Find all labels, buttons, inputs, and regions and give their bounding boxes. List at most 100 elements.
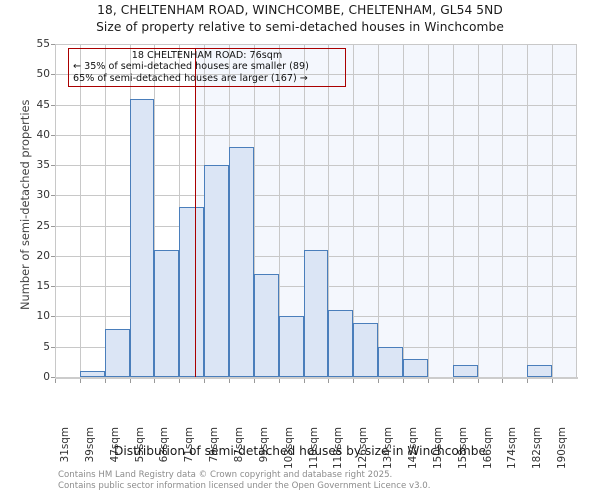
gridline-vertical (55, 44, 56, 377)
y-tick-label: 20 (36, 249, 50, 262)
gridline-horizontal (55, 165, 577, 167)
histogram-bar (303, 249, 329, 377)
gridline-vertical (154, 44, 156, 377)
gridline-vertical (104, 44, 106, 377)
x-tick-mark (502, 379, 504, 383)
gridline-vertical (79, 44, 81, 377)
y-tick-label: 30 (36, 189, 50, 202)
y-tick-mark (51, 255, 55, 257)
x-tick-mark (303, 379, 305, 383)
gridline-vertical (576, 44, 577, 377)
x-tick-mark (477, 379, 479, 383)
gridline-vertical (353, 44, 355, 377)
y-tick-label: 55 (36, 38, 50, 50)
property-annotation-box: 18 CHELTENHAM ROAD: 76sqm ← 35% of semi-… (68, 48, 346, 88)
gridline-vertical (527, 44, 529, 377)
gridline-horizontal (55, 44, 577, 45)
y-tick-mark (51, 316, 55, 318)
histogram-bar (179, 207, 205, 377)
y-tick-label: 0 (43, 371, 50, 383)
gridline-vertical (278, 44, 280, 377)
gridline-horizontal (55, 225, 577, 227)
y-tick-label: 15 (36, 280, 50, 293)
gridline-vertical (502, 44, 504, 377)
gridline-vertical (477, 44, 479, 377)
y-tick-label: 25 (36, 219, 50, 232)
y-tick-mark (51, 377, 55, 378)
gridline-vertical (452, 44, 454, 377)
chart-subtitle: Size of property relative to semi-detach… (96, 20, 504, 34)
histogram-bar (278, 316, 304, 377)
y-tick-label: 40 (36, 128, 50, 141)
y-tick-mark (51, 104, 55, 106)
x-tick-mark (204, 379, 206, 383)
x-tick-mark (427, 379, 429, 383)
y-tick-mark (51, 195, 55, 197)
plot-area (55, 44, 577, 378)
x-tick-mark (154, 379, 156, 383)
histogram-bar (204, 165, 229, 377)
x-tick-mark (104, 379, 106, 383)
annotation-line-3: 65% of semi-detached houses are larger (… (73, 72, 308, 84)
footer-line-1: Contains HM Land Registry data © Crown c… (58, 470, 393, 480)
histogram-bar (229, 146, 254, 377)
x-tick-mark (229, 379, 230, 383)
histogram-bar (353, 322, 379, 377)
x-tick-mark (79, 379, 81, 383)
histogram-bar (328, 310, 354, 377)
gridline-vertical (403, 44, 404, 377)
x-tick-mark (353, 379, 355, 383)
y-tick-mark (51, 286, 55, 288)
y-tick-label: 5 (43, 340, 50, 353)
footer-line-2: Contains public sector information licen… (58, 480, 431, 491)
attribution-footer: Contains HM Land Registry data © Crown c… (58, 470, 430, 491)
histogram-bar (104, 328, 130, 377)
y-tick-label: 50 (36, 68, 50, 81)
y-tick-label: 10 (36, 310, 50, 323)
x-tick-mark (403, 379, 404, 383)
y-tick-label: 35 (36, 159, 50, 172)
chart-title-block: 18, CHELTENHAM ROAD, WINCHCOMBE, CHELTEN… (0, 2, 600, 36)
histogram-bar (378, 346, 403, 377)
y-tick-mark (51, 225, 55, 227)
gridline-vertical (303, 44, 305, 377)
y-tick-mark (51, 165, 55, 167)
histogram-bar (452, 364, 478, 377)
y-tick-mark (51, 44, 55, 45)
gridline-vertical (427, 44, 429, 377)
x-axis-line (55, 377, 578, 379)
x-tick-mark (55, 379, 56, 383)
histogram-bar (129, 98, 155, 377)
page-title: 18, CHELTENHAM ROAD, WINCHCOMBE, CHELTEN… (97, 3, 503, 17)
x-tick-mark (179, 379, 181, 383)
x-tick-mark (452, 379, 454, 383)
annotation-line-2: ← 35% of semi-detached houses are smalle… (73, 61, 309, 73)
property-size-marker-line (194, 48, 197, 377)
histogram-bar (403, 358, 428, 377)
x-axis-title: Distribution of semi-detached houses by … (114, 444, 486, 458)
gridline-vertical (253, 44, 255, 377)
x-tick-mark (552, 379, 554, 383)
gridline-horizontal (55, 104, 577, 106)
y-tick-mark (51, 74, 55, 76)
gridline-vertical (378, 44, 380, 377)
annotation-line-1: 18 CHELTENHAM ROAD: 76sqm (131, 50, 283, 61)
x-tick-mark (527, 379, 529, 383)
gridline-horizontal (55, 195, 577, 197)
x-tick-mark (328, 379, 330, 383)
histogram-bar (253, 274, 279, 377)
x-tick-mark (129, 379, 131, 383)
y-tick-mark (51, 346, 55, 348)
x-tick-mark (378, 379, 380, 383)
gridline-vertical (328, 44, 330, 377)
histogram-bar (527, 364, 553, 377)
x-tick-mark (253, 379, 255, 383)
histogram-bar (79, 370, 105, 377)
y-tick-label: 45 (36, 98, 50, 111)
y-tick-mark (51, 134, 55, 136)
y-axis-title: Number of semi-detached properties (18, 99, 32, 310)
histogram-bar (154, 249, 180, 377)
gridline-vertical (552, 44, 554, 377)
x-tick-mark (278, 379, 280, 383)
